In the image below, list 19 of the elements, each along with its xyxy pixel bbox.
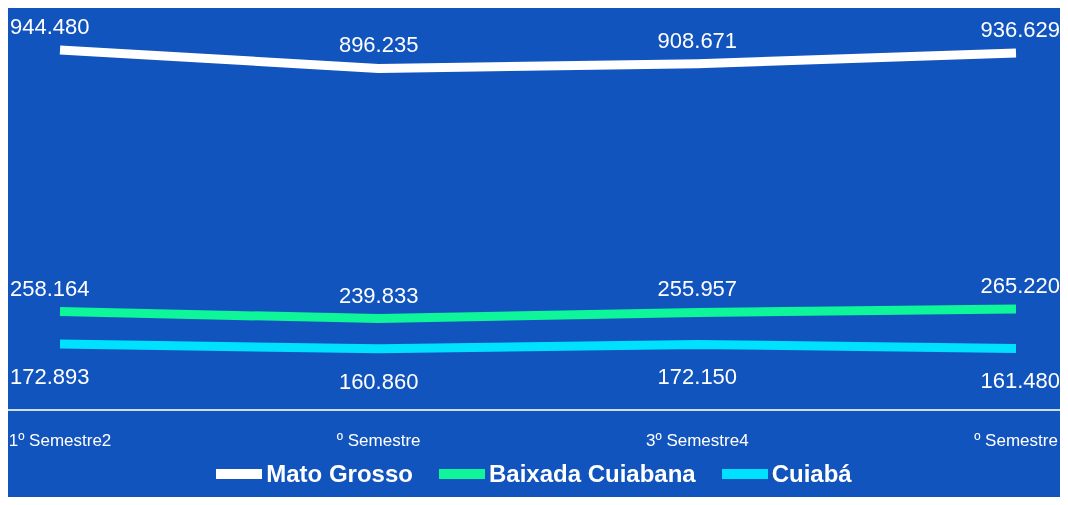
data-label: 908.671 (657, 27, 738, 53)
data-label: 255.957 (657, 276, 738, 302)
data-label: 160.860 (338, 368, 419, 394)
data-label: 944.480 (10, 14, 90, 39)
data-label: 896.235 (338, 32, 419, 58)
legend-label: Mato Grosso (266, 460, 413, 488)
data-label: 239.833 (338, 282, 419, 308)
data-label: 936.629 (980, 16, 1060, 42)
data-label: 258.164 (10, 275, 90, 301)
legend-label: Baixada Cuiabana (488, 460, 696, 488)
legend-label: Cuiabá (771, 460, 852, 488)
x-tick-label: º Semestre (974, 431, 1058, 451)
x-tick-label: 3º Semestre4 (646, 431, 749, 451)
data-label: 172.150 (657, 364, 738, 390)
x-tick-label: º Semestre (336, 431, 421, 451)
x-tick-label: 1º Semestre2 (8, 431, 112, 451)
data-label: 265.220 (980, 272, 1060, 298)
data-label: 161.480 (980, 368, 1060, 394)
data-label: 172.893 (10, 364, 90, 390)
